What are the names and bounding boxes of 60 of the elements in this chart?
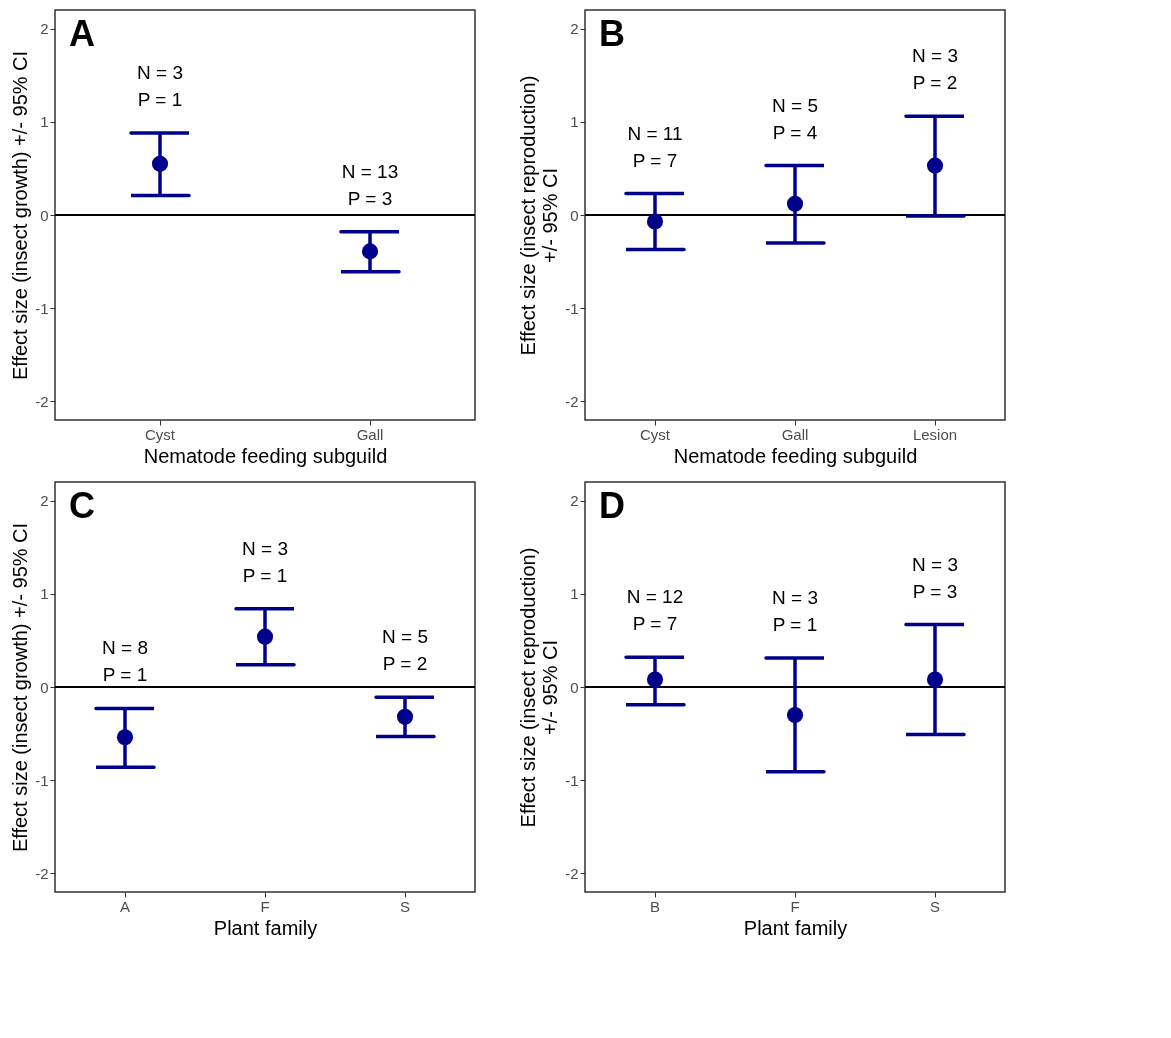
y-tick-label: -1 — [565, 771, 579, 789]
point — [116, 729, 134, 746]
chart-title: C — [69, 485, 95, 526]
x-tick-label: F — [790, 897, 800, 915]
annotation: N = 3 P = 1 — [772, 587, 818, 636]
x-tick-label: B — [649, 897, 661, 915]
annotation: N = 5 P = 4 — [772, 94, 818, 143]
annotation: N = 5 P = 2 — [382, 626, 428, 675]
y-axis-title: Effect size (insect reproduction) +/- 95% CI — [517, 75, 562, 356]
x-tick-label: F — [260, 897, 270, 915]
y-tick-label: 0 — [570, 206, 579, 224]
x-tick-label: Cyst — [640, 425, 671, 443]
y-tick-label: -2 — [565, 392, 579, 410]
chart-title: B — [599, 13, 625, 54]
y-axis-title: Effect size (insect reproduction) +/- 95% CI — [517, 547, 562, 828]
x-axis-title: Plant family — [743, 916, 848, 939]
x-tick-label: S — [929, 897, 941, 915]
annotation: N = 3 P = 2 — [912, 45, 958, 94]
y-tick-label: -2 — [35, 392, 49, 410]
y-tick-label: 1 — [40, 585, 49, 603]
annotation: N = 11 P = 7 — [627, 122, 683, 171]
y-tick-label: 2 — [570, 20, 579, 38]
x-axis-title: Nematode feeding subguild — [143, 444, 388, 467]
point — [256, 628, 274, 645]
y-tick-label: 0 — [40, 206, 49, 224]
y-tick-label: -1 — [565, 299, 579, 317]
y-tick-label: -1 — [35, 771, 49, 789]
y-tick-label: 2 — [40, 20, 49, 38]
y-tick-label: 2 — [570, 492, 579, 510]
x-tick-label: A — [119, 897, 131, 915]
y-tick-label: -1 — [35, 299, 49, 317]
y-tick-label: 1 — [570, 585, 579, 603]
annotation: N = 3 P = 3 — [912, 553, 958, 602]
y-axis-title: Effect size (insect growth) +/- 95% CI — [9, 50, 32, 381]
y-axis-title: Effect size (insect growth) +/- 95% CI — [9, 522, 32, 853]
x-tick-label: Cyst — [145, 425, 176, 443]
point — [646, 213, 664, 230]
annotation: N = 13 P = 3 — [341, 160, 399, 209]
y-tick-label: -2 — [565, 864, 579, 882]
y-tick-label: 1 — [570, 113, 579, 131]
annotation: N = 12 P = 7 — [626, 586, 684, 635]
x-tick-label: Gall — [356, 425, 384, 443]
annotation: N = 8 P = 1 — [102, 637, 148, 686]
point — [396, 708, 414, 725]
annotation: N = 3 P = 1 — [242, 537, 288, 586]
y-tick-label: 0 — [40, 678, 49, 696]
x-tick-label: Lesion — [912, 425, 958, 443]
point — [926, 157, 944, 174]
y-tick-label: -2 — [35, 864, 49, 882]
chart-title: D — [599, 485, 625, 526]
x-axis-title: Nematode feeding subguild — [673, 444, 918, 467]
annotation: N = 3 P = 1 — [137, 62, 183, 110]
chart-title: A — [69, 13, 95, 54]
y-tick-label: 2 — [40, 492, 49, 510]
x-tick-label: Gall — [781, 425, 809, 443]
y-tick-label: 0 — [570, 678, 579, 696]
x-axis-title: Plant family — [213, 916, 318, 939]
x-tick-label: S — [399, 897, 411, 915]
point — [786, 195, 804, 212]
y-tick-label: 1 — [40, 113, 49, 131]
